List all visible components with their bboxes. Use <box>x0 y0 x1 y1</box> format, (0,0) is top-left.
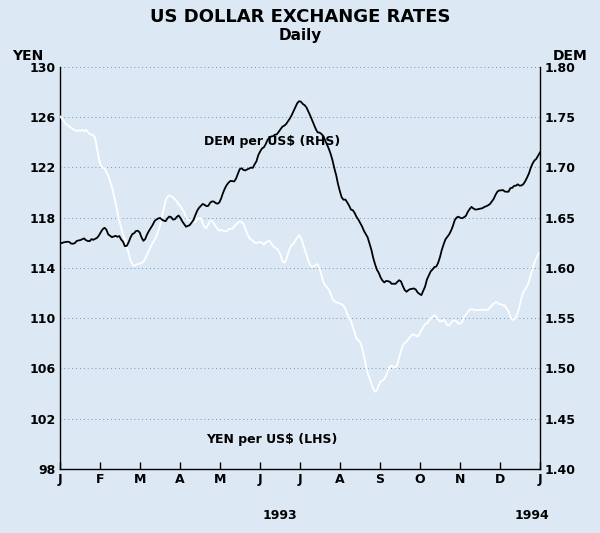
Text: DEM: DEM <box>553 49 588 62</box>
Text: Daily: Daily <box>278 28 322 43</box>
Text: YEN: YEN <box>12 49 43 62</box>
Text: YEN per US$ (LHS): YEN per US$ (LHS) <box>206 433 338 447</box>
Text: DEM per US$ (RHS): DEM per US$ (RHS) <box>204 135 340 148</box>
Text: US DOLLAR EXCHANGE RATES: US DOLLAR EXCHANGE RATES <box>150 8 450 26</box>
Text: 1994: 1994 <box>515 510 550 522</box>
Text: 1993: 1993 <box>263 510 298 522</box>
